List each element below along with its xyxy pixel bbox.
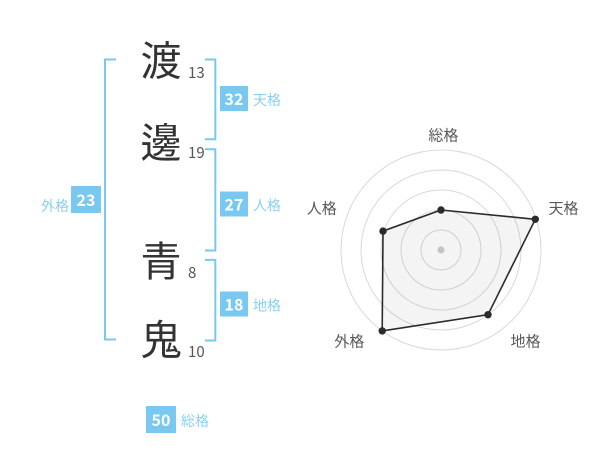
svg-text:19: 19 xyxy=(188,142,205,163)
svg-text:23: 23 xyxy=(77,187,96,211)
svg-text:18: 18 xyxy=(225,292,244,316)
svg-text:外格: 外格 xyxy=(41,196,69,216)
svg-text:鬼: 鬼 xyxy=(141,307,182,367)
svg-text:人格: 人格 xyxy=(307,198,337,219)
svg-text:8: 8 xyxy=(188,262,196,283)
svg-text:総格: 総格 xyxy=(428,125,458,146)
svg-text:地格: 地格 xyxy=(253,296,281,316)
svg-text:人格: 人格 xyxy=(253,196,281,216)
svg-text:天格: 天格 xyxy=(549,198,579,219)
svg-text:邊: 邊 xyxy=(141,110,182,170)
svg-text:50: 50 xyxy=(152,407,171,431)
svg-text:10: 10 xyxy=(188,341,205,362)
svg-text:13: 13 xyxy=(188,62,205,83)
svg-text:32: 32 xyxy=(225,86,244,110)
svg-text:27: 27 xyxy=(225,192,244,216)
svg-text:総格: 総格 xyxy=(181,411,209,431)
svg-text:地格: 地格 xyxy=(510,331,540,352)
svg-text:外格: 外格 xyxy=(334,331,364,352)
svg-text:天格: 天格 xyxy=(253,90,281,110)
svg-text:渡: 渡 xyxy=(141,27,182,87)
svg-text:青: 青 xyxy=(141,228,182,288)
